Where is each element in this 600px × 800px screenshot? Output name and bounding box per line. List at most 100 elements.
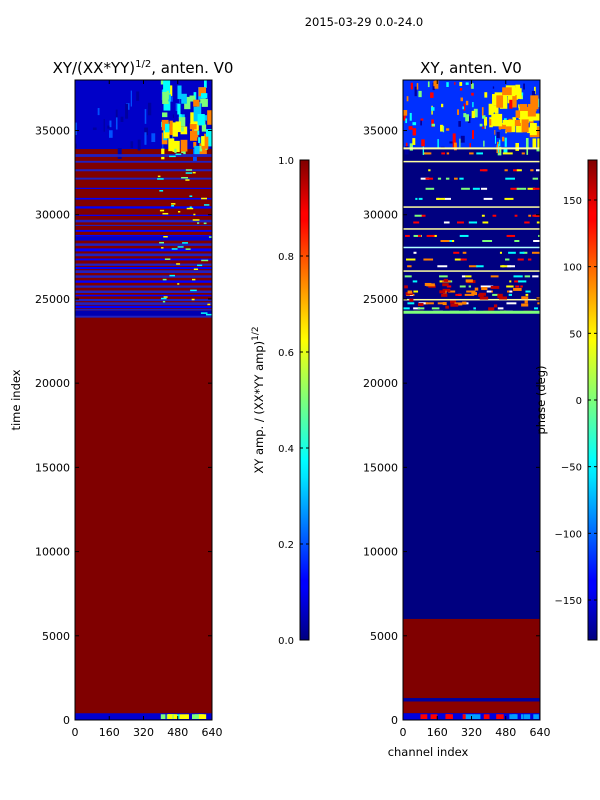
left-top-patch [162,112,168,118]
right-low-spot [450,300,457,304]
right-top-patch [514,120,521,127]
y-tick-label: 35000 [363,125,398,138]
left-top-patch [207,110,212,125]
right-top-speckle [427,81,430,88]
left-stripe [75,266,212,270]
left-stripe [75,248,212,252]
right-low-spot [521,296,529,300]
right-top-speckle [525,138,529,148]
right-top-patch [512,95,517,108]
right-stripe-seg [413,290,419,293]
left-stripe-spot [197,222,200,224]
right-low-spot [481,287,488,291]
right-top-speckle [431,107,435,111]
y-tick-label: 15000 [363,461,398,474]
left-top-patch [190,130,198,141]
right-stripe-seg [501,265,505,268]
right-top-speckle [465,114,469,122]
x-axis-label: channel index [388,745,469,759]
left-top-patch [168,138,175,152]
right-top-speckle [521,92,524,96]
right-stripe-seg [528,214,532,217]
right-top-speckle [526,146,529,155]
right-stripe-seg [466,302,469,305]
right-top-speckle [430,92,434,98]
right-stripe-seg [465,275,472,278]
right-stripe-seg [532,275,539,278]
colorbar-tick-label: 0.4 [278,444,294,455]
right-stripe-seg [514,214,518,217]
right-low-spot [471,292,478,296]
right-stripe-seg [482,221,489,224]
right-stripe-seg [499,251,502,254]
left-stripe-spot [201,197,208,200]
right-top-speckle [532,138,537,148]
right-stripe-seg [445,177,450,180]
right-top-speckle [460,135,465,143]
left-stripe [75,290,212,293]
left-stripe-spot [171,203,176,205]
left-y-axis-label: time index [9,369,23,430]
right-top-speckle [471,83,474,89]
right-stripe-seg [426,234,435,237]
colorbar-tick-label: 0.6 [278,348,294,359]
right-top-speckle [441,103,444,108]
left-top-speckle [107,125,110,129]
right-top-speckle [534,86,536,94]
right-stripe-seg [506,234,516,237]
left-stripe-spot [203,204,210,206]
right-top-speckle [405,142,408,150]
right-cb-label-mask [546,440,560,450]
y-tick-label: 5000 [370,630,398,643]
right-low-spot [497,293,503,297]
colorbar-tick-label: 150 [563,196,582,207]
left-stripe [75,280,212,283]
right-low-spot [441,293,448,297]
right-bottom-spot [496,714,500,719]
right-low-spot [404,285,408,289]
right-bottom-spot [420,714,428,719]
left-top-patch [168,85,173,97]
right-bottom-spot [470,714,475,719]
left-stripe-spot [185,172,193,174]
right-stripe [403,160,540,163]
colorbar-tick-label: 0.8 [278,252,294,263]
right-stripe-seg [446,285,452,288]
right-stripe-seg [536,169,540,172]
left-top-patch [193,106,200,122]
right-stripe-seg [527,187,536,190]
right-bottom-spot [445,714,451,719]
left-top-patch [201,136,209,149]
right-low-spot [418,303,424,307]
right-stripe-seg [413,234,422,237]
left-top-speckle [130,90,132,107]
right-top-speckle [484,92,488,98]
right-stripe-seg [461,275,466,278]
right-bottom-spot [462,714,466,719]
right-top-speckle [454,82,456,85]
left-top-patch [189,123,197,130]
right-stripe-seg [446,152,450,155]
left-top-speckle [120,116,124,122]
left-stripe [75,197,212,200]
right-stripe-seg [522,251,528,254]
left-bottom-spot [160,714,166,719]
right-bottom-spot [474,714,481,719]
left-stripe-spot [201,259,209,262]
right-stripe-seg [509,280,512,283]
right-band [403,147,540,150]
left-top-speckle [103,118,105,132]
left-top-patch [199,143,207,155]
right-stripe-seg [536,221,540,224]
left-top-patch [174,148,177,153]
left-stripe-spot [162,212,169,215]
y-tick-label: 30000 [363,209,398,222]
right-stripe-seg [480,187,488,190]
right-low-spot [521,303,529,307]
right-top-speckle [496,131,500,138]
right-stripe-seg [406,258,416,261]
left-title-main: XY/(XX*YY) [53,59,136,77]
left-top-speckle [175,103,179,112]
right-stripe-seg [432,234,437,237]
right-top-patch [516,88,522,99]
